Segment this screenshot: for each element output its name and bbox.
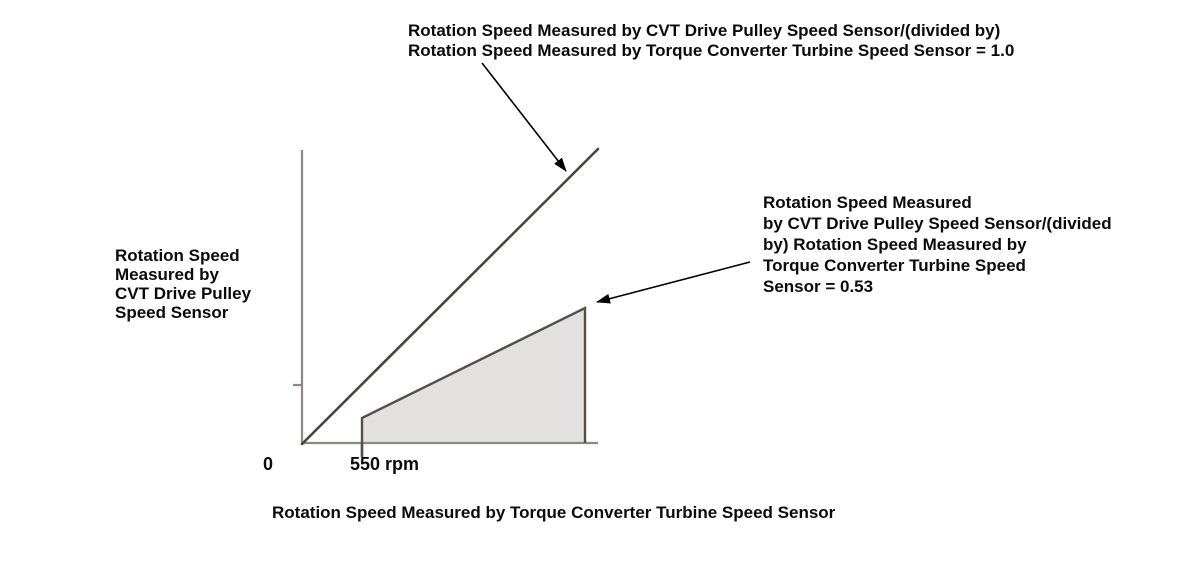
ratio-053-region-fill — [362, 308, 585, 443]
x-axis-label: Rotation Speed Measured by Torque Conver… — [272, 503, 836, 522]
annotation-line: Rotation Speed Measured by CVT Drive Pul… — [408, 21, 1001, 40]
annotation-line: Sensor = 0.53 — [763, 277, 874, 296]
annotation-arrow-ratio-053 — [596, 261, 751, 304]
ratio-10-line — [300, 147, 600, 446]
y-axis-label: Rotation Speed Measured by CVT Drive Pul… — [115, 246, 251, 322]
y-axis-label-line: CVT Drive Pulley — [115, 284, 252, 303]
y-axis-label-line: Speed Sensor — [115, 303, 229, 322]
annotation-arrow-ratio-10 — [481, 62, 567, 172]
ratio-053-region-border — [360, 306, 587, 457]
annotation-line: Torque Converter Turbine Speed — [763, 256, 1026, 275]
annotation-line: by) Rotation Speed Measured by — [763, 235, 1027, 254]
x-tick-550rpm-label: 550 rpm — [350, 454, 420, 474]
y-axis-label-line: Rotation Speed — [115, 246, 240, 265]
origin-zero-label: 0 — [263, 454, 274, 474]
annotation-line: Rotation Speed Measured by Torque Conver… — [408, 41, 1015, 60]
annotation-line: by CVT Drive Pulley Speed Sensor/(divide… — [763, 214, 1112, 233]
annotation-ratio-1-0: Rotation Speed Measured by CVT Drive Pul… — [408, 21, 1014, 61]
annotation-ratio-0-53: Rotation Speed Measured by CVT Drive Pul… — [763, 192, 1112, 297]
y-axis-label-line: Measured by — [115, 265, 219, 284]
annotation-line: Rotation Speed Measured — [763, 193, 972, 212]
